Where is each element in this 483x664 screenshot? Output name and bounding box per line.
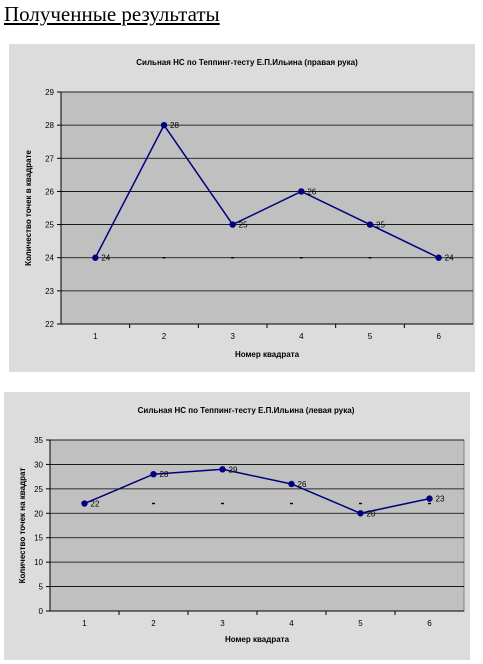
chart1-x-axis-title: Номер квадрата [235,350,300,359]
chart-right-hand: Сильная НС по Теппинг-тесту Е.П.Ильина (… [9,44,475,372]
chart2-data-label: 28 [160,470,169,479]
chart2-data-point [219,466,226,473]
chart2-data-label: 20 [367,509,376,518]
chart2-xtick-label: 5 [358,619,363,628]
chart1-ytick-label: 27 [45,154,54,163]
chart1-data-label: 24 [445,254,454,263]
chart2-ytick-label: 25 [34,485,43,494]
chart1-xtick-label: 5 [368,332,373,341]
chart1-xtick-label: 2 [162,332,167,341]
chart2-title: Сильная НС по Теппинг-тесту Е.П.Ильина (… [138,406,355,415]
chart1-data-point [229,221,236,228]
chart1-data-point [298,188,305,195]
chart1-ytick-label: 23 [45,287,54,296]
chart2-xtick-label: 2 [151,619,156,628]
chart2-y-axis-title: Количество точек на квадрат [18,468,27,584]
chart2-data-point [426,495,433,502]
chart2-ytick-label: 10 [34,558,43,567]
chart1-ytick-label: 25 [45,221,54,230]
chart1-ytick-label: 26 [45,187,54,196]
chart1-title: Сильная НС по Теппинг-тесту Е.П.Ильина (… [136,58,358,67]
chart2-series-line [84,468,430,515]
chart1-xtick-label: 3 [230,332,235,341]
chart2-xtick-label: 6 [427,619,432,628]
chart2-data-label: 23 [436,495,445,504]
chart2-xtick-label: 4 [289,619,294,628]
chart2-x-axis-title: Номер квадрата [225,635,290,644]
chart1-xtick-label: 4 [299,332,304,341]
chart2-xtick-label: 3 [220,619,225,628]
chart2-data-point [150,471,157,478]
chart1-data-label: 25 [239,221,248,230]
chart-left-hand-svg: Сильная НС по Теппинг-тесту Е.П.Ильина (… [18,406,465,644]
chart2-data-label: 29 [229,465,238,474]
chart1-ytick-label: 22 [45,320,54,329]
chart2-data-point [288,480,295,488]
chart1-data-label: 24 [101,254,110,263]
chart2-ytick-label: 35 [34,436,43,445]
chart2-ytick-label: 15 [34,534,43,543]
chart1-series-line [94,123,439,259]
chart1-data-label: 25 [376,221,385,230]
chart2-ytick-label: 30 [34,460,43,469]
chart1-y-axis-title: Количество точек в квадрате [24,150,33,266]
chart2-ytick-label: 20 [34,509,43,518]
chart2-data-point [81,500,88,507]
chart1-xtick-label: 1 [93,332,98,341]
chart1-ytick-label: 29 [45,88,54,97]
chart2-data-label: 26 [298,480,307,489]
chart1-data-point [160,121,168,129]
chart1-data-label: 26 [307,187,316,196]
chart2-xtick-label: 1 [82,619,87,628]
chart1-ytick-label: 24 [45,254,54,263]
chart2-data-label: 22 [91,500,100,509]
chart2-ytick-label: 0 [39,607,44,616]
chart1-data-point [366,221,374,228]
chart2-data-point [357,510,364,517]
chart1-xtick-label: 6 [436,332,441,341]
chart1-ytick-label: 28 [45,121,54,130]
chart1-data-point [92,254,99,261]
chart-left-hand: Сильная НС по Теппинг-тесту Е.П.Ильина (… [4,392,470,660]
chart2-plot-area [49,439,465,612]
page-heading: Полученные результаты [4,2,220,26]
chart-right-hand-svg: Сильная НС по Теппинг-тесту Е.П.Ильина (… [24,58,474,359]
chart1-data-point [435,254,442,261]
chart1-data-label: 28 [170,121,179,130]
chart2-ytick-label: 5 [39,583,44,592]
